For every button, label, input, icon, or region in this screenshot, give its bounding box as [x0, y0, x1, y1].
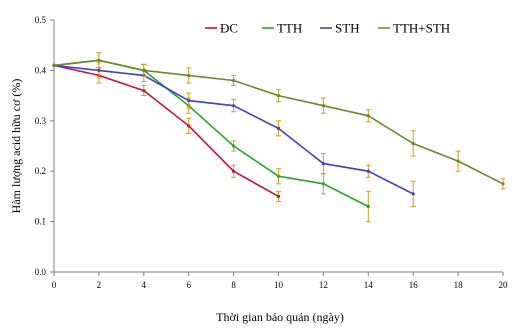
legend: ĐC TTH STH TTH+STH [205, 21, 450, 36]
data-point [232, 169, 236, 173]
x-tick-label: 12 [319, 280, 328, 290]
x-tick-label: 4 [142, 280, 147, 290]
x-tick-label: 0 [52, 280, 57, 290]
axes: 0.0 0.1 0.2 0.3 0.4 0.5 0 2 4 6 8 10 12 14 16 18 20 [35, 15, 508, 290]
data-point [366, 114, 370, 118]
series-line [53, 59, 369, 208]
data-point [321, 162, 325, 166]
data-point [276, 126, 281, 130]
y-tick-label: 0.3 [35, 116, 47, 126]
data-point [501, 182, 505, 186]
data-point [411, 141, 415, 146]
data-point [97, 68, 101, 72]
data-point [52, 63, 56, 67]
x-tick-label: 8 [231, 280, 236, 290]
data-point [411, 192, 415, 196]
x-axis-title: Thời gian bảo quản (ngày) [216, 310, 344, 324]
data-point [456, 159, 460, 163]
data-point [276, 174, 281, 178]
data-point [232, 144, 236, 148]
y-tick-label: 0.5 [35, 15, 47, 25]
data-point [366, 169, 370, 173]
data-point [366, 204, 370, 209]
data-point [232, 78, 236, 83]
data-point [142, 88, 146, 93]
data-point [321, 182, 325, 186]
x-tick-label: 6 [186, 280, 191, 290]
data-point [187, 73, 191, 78]
series-3 [52, 52, 506, 190]
y-axis-title: Hàm lượng acid hữu cơ (%) [9, 79, 23, 214]
data-point [97, 58, 101, 62]
data-point [187, 99, 191, 103]
y-tick-label: 0.1 [35, 217, 46, 227]
legend-label: TTH+STH [393, 21, 450, 36]
data-point [276, 94, 281, 98]
data-point [276, 194, 281, 198]
y-tick-label: 0.4 [35, 65, 47, 75]
x-tick-label: 16 [409, 280, 419, 290]
y-tick-label: 0.0 [35, 267, 47, 277]
x-tick-label: 10 [274, 280, 284, 290]
data-point [321, 104, 325, 108]
series-line [53, 64, 279, 198]
y-tick-label: 0.2 [35, 166, 46, 176]
legend-label: TTH [277, 21, 302, 36]
x-tick-label: 14 [364, 280, 374, 290]
x-tick-label: 18 [454, 280, 464, 290]
series-layer [52, 52, 506, 223]
x-tick-label: 2 [97, 280, 102, 290]
data-point [187, 124, 191, 128]
legend-label: ĐC [220, 21, 238, 36]
data-point [232, 104, 236, 108]
data-point [142, 68, 146, 72]
legend-label: STH [335, 21, 360, 36]
x-tick-label: 20 [499, 280, 509, 290]
